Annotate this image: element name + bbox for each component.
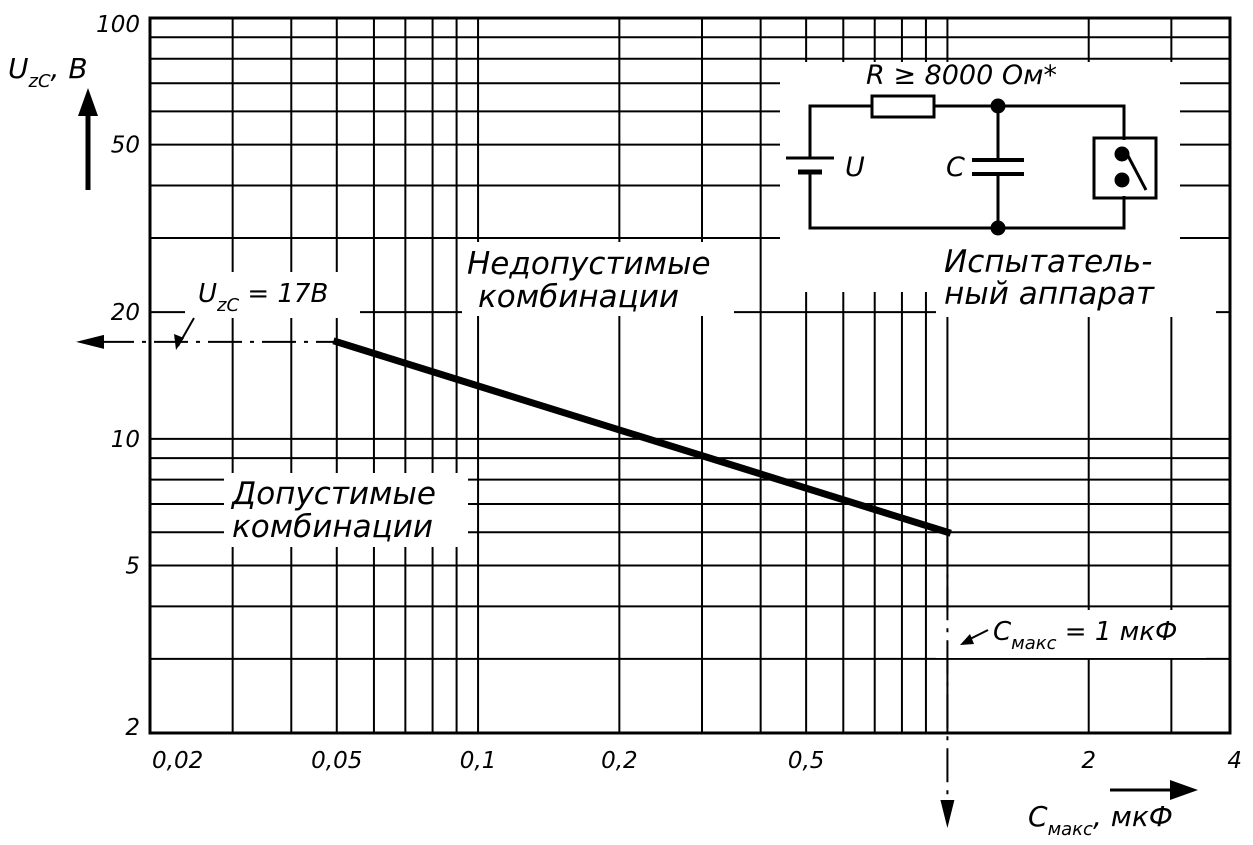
x-tick-label: 2 [1081,748,1096,774]
x-tick-labels: 0,02 0,05 0,1 0,2 0,5 2 4 [152,748,1242,774]
device-label-line2: ный аппарат [944,276,1155,312]
y-tick-label: 100 [96,12,140,38]
cmax-annotation: Cмакс = 1 мкФ [993,617,1177,654]
y-tick-label: 50 [111,133,140,159]
device-switch-blade [1124,151,1148,191]
allowed-region-label-line2: комбинации [232,509,433,545]
cmax-arrowhead [940,800,955,828]
circuit-top-wire-left [808,104,872,158]
y-tick-label: 5 [125,554,140,580]
circuit-bottom-wire [808,172,1126,230]
x-tick-label: 0,02 [152,748,203,774]
test-device-box [1092,136,1158,200]
device-label-line1: Испытатель- [944,244,1152,280]
y-tick-label: 2 [125,715,140,741]
y-axis-arrow [78,88,98,190]
forbidden-region-label-line2: комбинации [478,279,679,315]
x-tick-label: 0,05 [311,748,362,774]
x-tick-label: 0,5 [788,748,825,774]
x-tick-label: 4 [1227,748,1242,774]
allowed-region-label-line1: Допустимые [230,476,436,512]
y-axis-title: UzC, B [8,52,88,92]
label-backgrounds [185,62,1220,841]
y-tick-labels: 2 5 10 20 50 100 [96,12,140,741]
uzc-arrowhead [76,334,104,349]
uzc-leader-arrow [174,334,184,350]
resistor-label: R ≥ 8000 Ом* [866,60,1057,91]
node-top [990,98,1006,114]
x-tick-label: 0,1 [460,748,497,774]
capacitor-label: C [946,152,965,183]
circuit-schematic [786,94,1158,236]
forbidden-region-label-line1: Недопустимые [467,246,711,282]
device-contact-bottom [1114,172,1130,188]
source-label: U [845,152,865,183]
cmax-leader-arrow [960,634,974,645]
x-axis-arrow [1110,780,1198,800]
y-tick-label: 10 [111,427,140,453]
x-tick-label: 0,2 [601,748,638,774]
uzc-annotation: UzC = 17B [198,279,328,316]
y-tick-label: 20 [111,300,140,326]
boundary-line [332,337,952,537]
x-axis-title: Cмакс, мкФ [1028,800,1173,840]
